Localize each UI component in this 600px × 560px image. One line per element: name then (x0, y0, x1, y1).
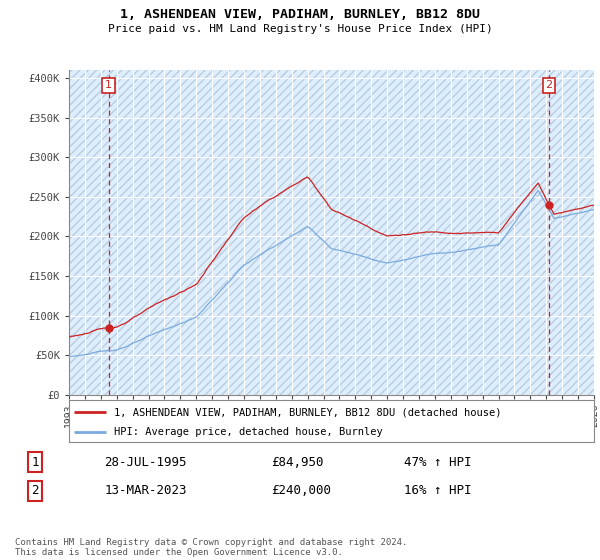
Text: 2: 2 (31, 484, 39, 497)
Text: 13-MAR-2023: 13-MAR-2023 (104, 484, 187, 497)
Text: 47% ↑ HPI: 47% ↑ HPI (404, 456, 471, 469)
Text: 1: 1 (31, 456, 39, 469)
Text: 1: 1 (105, 80, 112, 90)
Bar (69, 70, 594, 395)
Text: 2: 2 (545, 80, 553, 90)
Text: £84,950: £84,950 (271, 456, 324, 469)
Text: 1, ASHENDEAN VIEW, PADIHAM, BURNLEY, BB12 8DU: 1, ASHENDEAN VIEW, PADIHAM, BURNLEY, BB1… (120, 8, 480, 21)
Text: HPI: Average price, detached house, Burnley: HPI: Average price, detached house, Burn… (113, 427, 382, 437)
Text: 16% ↑ HPI: 16% ↑ HPI (404, 484, 471, 497)
Text: £240,000: £240,000 (271, 484, 331, 497)
Text: 1, ASHENDEAN VIEW, PADIHAM, BURNLEY, BB12 8DU (detached house): 1, ASHENDEAN VIEW, PADIHAM, BURNLEY, BB1… (113, 407, 501, 417)
Text: Contains HM Land Registry data © Crown copyright and database right 2024.
This d: Contains HM Land Registry data © Crown c… (15, 538, 407, 557)
Text: Price paid vs. HM Land Registry's House Price Index (HPI): Price paid vs. HM Land Registry's House … (107, 24, 493, 34)
Text: 28-JUL-1995: 28-JUL-1995 (104, 456, 187, 469)
